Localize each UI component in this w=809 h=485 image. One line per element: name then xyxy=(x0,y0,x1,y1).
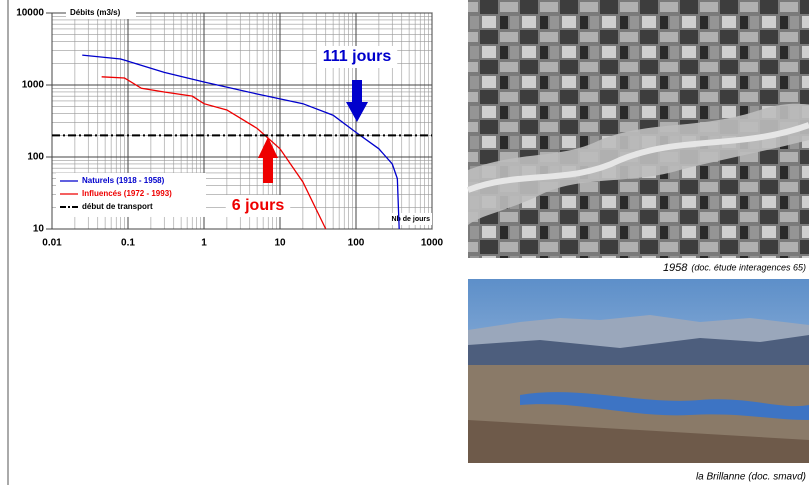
x-tick-label: 1 xyxy=(201,238,207,249)
y-tick-label: 10000 xyxy=(16,8,44,19)
x-axis-label: Nb de jours xyxy=(391,216,430,223)
aerial-photo xyxy=(466,0,809,258)
legend-label: début de transport xyxy=(82,202,153,211)
annotation: 6 jours xyxy=(232,197,285,214)
y-tick-label: 10 xyxy=(33,224,45,235)
arrow xyxy=(258,137,278,183)
x-tick-label: 100 xyxy=(348,238,365,249)
landscape-photo xyxy=(468,279,809,463)
legend-label: Influencés (1972 - 1993) xyxy=(82,189,172,198)
annotation-bg xyxy=(225,195,291,217)
x-tick-label: 10 xyxy=(274,238,286,249)
x-tick-label: 0.1 xyxy=(121,238,135,249)
legend-box xyxy=(56,172,206,217)
x-tick-label: 1000 xyxy=(421,238,444,249)
legend-label: Naturels (1918 - 1958) xyxy=(82,176,165,185)
y-axis-label: Débits (m3/s) xyxy=(70,8,121,17)
photo-caption-year: 1958 xyxy=(663,262,688,274)
x-tick-label: 0.01 xyxy=(42,238,62,249)
arrow xyxy=(346,80,368,122)
y-tick-label: 1000 xyxy=(22,80,45,91)
series-line xyxy=(101,76,327,230)
series-line xyxy=(82,54,400,230)
annotation-bg xyxy=(316,46,398,68)
y-tick-label: 100 xyxy=(27,152,44,163)
photo-caption: (doc. étude interagences 65) xyxy=(691,262,806,272)
axis-label-bg xyxy=(66,7,136,19)
photo-caption: la Brillanne (doc. smavd) xyxy=(696,472,806,483)
axis-label-bg xyxy=(392,213,432,225)
annotation: 111 jours xyxy=(323,48,392,65)
